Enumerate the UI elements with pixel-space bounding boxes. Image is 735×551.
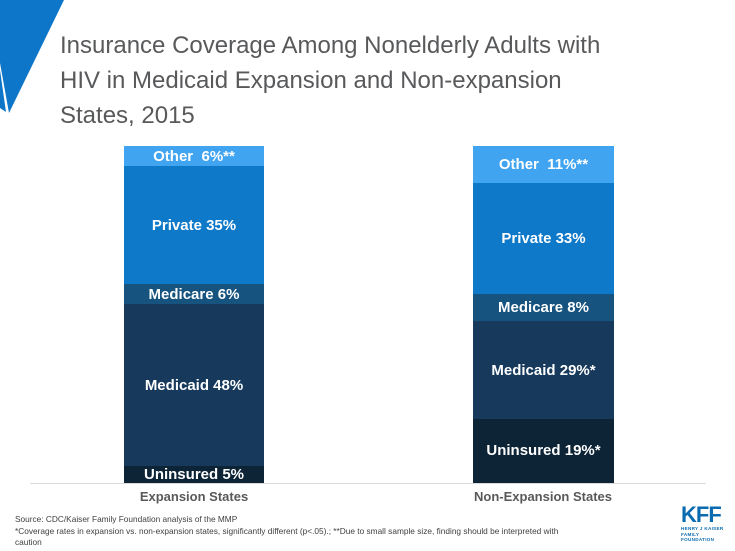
segment-medicare-expansion: Medicare 6% — [124, 284, 264, 305]
category-label-expansion-states: Expansion States — [139, 489, 249, 504]
stacked-bar-non-expansion-states: Other 11%** Private 33% Medicare 8% Medi… — [473, 146, 614, 483]
segment-medicaid-non-expansion: Medicaid 29%* — [473, 321, 614, 419]
segment-label-medicare-expansion: Medicare 6% — [148, 285, 240, 303]
title-line-1: Insurance Coverage Among Nonelderly Adul… — [60, 32, 601, 59]
kff-logo-subtext: HENRY J KAISER FAMILY FOUNDATION — [681, 526, 729, 543]
x-axis-line — [30, 483, 706, 484]
category-label-non-expansion-states: Non-Expansion States — [474, 489, 612, 504]
segment-label-private-non-expansion: Private 33% — [501, 230, 586, 248]
segment-uninsured-expansion: Uninsured 5% — [124, 466, 264, 483]
source-line: Source: CDC/Kaiser Family Foundation ana… — [15, 514, 238, 524]
corner-accent-triangle — [0, 0, 64, 113]
stacked-bar-expansion-states: Other 6%** Private 35% Medicare 6% Medic… — [124, 146, 264, 483]
kff-logo-subtext-line1: HENRY J KAISER — [681, 526, 724, 531]
segment-medicare-non-expansion: Medicare 8% — [473, 294, 614, 322]
segment-private-expansion: Private 35% — [124, 166, 264, 285]
segment-private-non-expansion: Private 33% — [473, 183, 614, 295]
segment-label-medicaid-expansion: Medicaid 48% — [144, 376, 244, 394]
kff-logo-text: KFF — [681, 502, 722, 527]
segment-other-non-expansion: Other 11%** — [473, 146, 614, 184]
segment-label-medicaid-non-expansion: Medicaid 29%* — [491, 361, 596, 379]
segment-label-uninsured-expansion: Uninsured 5% — [143, 466, 245, 484]
segment-uninsured-non-expansion: Uninsured 19%* — [473, 418, 614, 483]
footer-notes: Source: CDC/Kaiser Family Foundation ana… — [15, 514, 575, 549]
title-line-3: States, 2015 — [60, 102, 195, 129]
segment-label-uninsured-non-expansion: Uninsured 19%* — [486, 442, 601, 460]
segment-label-other-non-expansion: Other 11%** — [498, 156, 589, 174]
kff-logo-subtext-line2: FAMILY FOUNDATION — [681, 531, 715, 543]
segment-medicaid-expansion: Medicaid 48% — [124, 304, 264, 467]
segment-other-expansion: Other 6%** — [124, 146, 264, 167]
footnote-line: *Coverage rates in expansion vs. non-exp… — [15, 525, 559, 548]
page-title: Insurance Coverage Among Nonelderly Adul… — [60, 28, 700, 133]
kff-logo: KFF HENRY J KAISER FAMILY FOUNDATION — [681, 502, 729, 543]
segment-label-medicare-non-expansion: Medicare 8% — [498, 299, 589, 317]
title-line-2: HIV in Medicaid Expansion and Non-expans… — [60, 67, 562, 94]
segment-label-other-expansion: Other 6%** — [153, 147, 235, 165]
accent-triangle-main — [0, 0, 64, 113]
segment-label-private-expansion: Private 35% — [151, 216, 237, 234]
accent-triangle-sliver — [0, 70, 6, 112]
